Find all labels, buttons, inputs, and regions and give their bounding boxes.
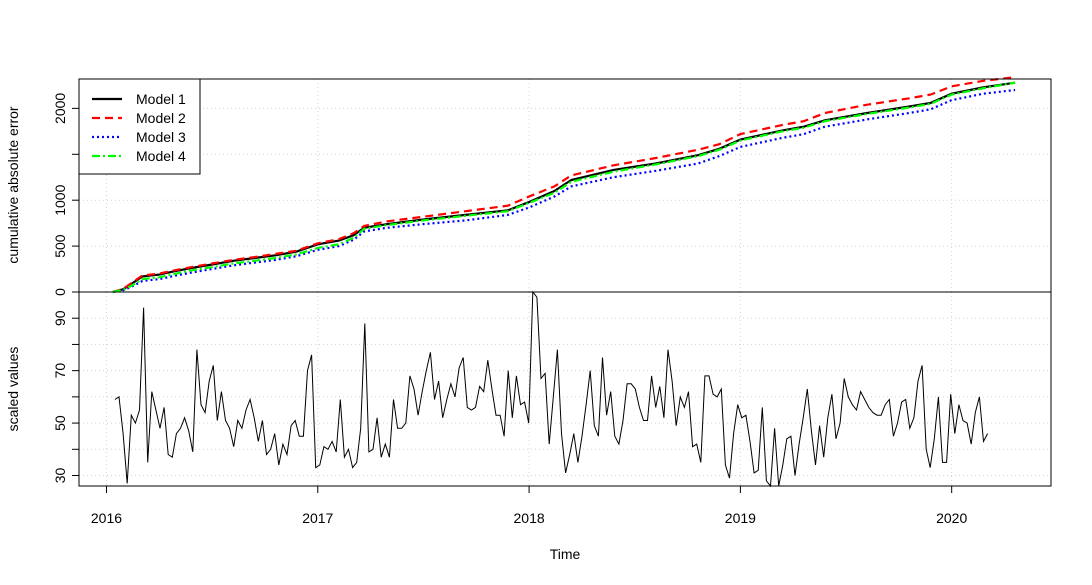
bottom-panel-y-axis: 30 50 70 90 xyxy=(52,310,79,483)
top-y-tick-label: 2000 xyxy=(52,93,68,124)
top-panel: 0 500 1000 2000 cumulative absolute error M… xyxy=(5,76,1052,296)
top-panel-y-axis: 0 500 1000 2000 xyxy=(52,93,79,296)
bottom-y-tick-label: 30 xyxy=(52,468,68,484)
series-line-model-3 xyxy=(112,88,1016,294)
legend-label-model-1: Model 1 xyxy=(136,91,186,107)
bottom-y-tick-label: 50 xyxy=(52,415,68,431)
series-line-model-4 xyxy=(112,81,1016,294)
x-axis-label: Time xyxy=(550,546,581,562)
legend-label-model-4: Model 4 xyxy=(136,148,186,164)
scaled-values-line xyxy=(114,290,989,488)
top-y-tick-label: 500 xyxy=(52,234,68,258)
x-tick-label: 2018 xyxy=(514,510,545,526)
top-y-tick-label: 0 xyxy=(52,288,68,296)
bottom-panel-grid xyxy=(79,292,1051,486)
top-panel-y-axis-label: cumulative absolute error xyxy=(5,106,21,264)
series-line-model-2 xyxy=(112,76,1016,294)
bottom-y-tick-label: 90 xyxy=(52,310,68,326)
top-panel-series xyxy=(112,76,1016,294)
x-tick-label: 2016 xyxy=(91,510,122,526)
bottom-y-tick-label: 70 xyxy=(52,363,68,379)
x-tick-label: 2019 xyxy=(725,510,756,526)
legend-label-model-3: Model 3 xyxy=(136,129,186,145)
x-tick-label: 2020 xyxy=(936,510,967,526)
bottom-panel-y-axis-label: scaled values xyxy=(5,347,21,432)
legend: Model 1 Model 2 Model 3 Model 4 xyxy=(78,78,201,175)
top-y-tick-label: 1000 xyxy=(52,184,68,215)
x-tick-label: 2017 xyxy=(302,510,333,526)
legend-label-model-2: Model 2 xyxy=(136,110,186,126)
bottom-panel-series xyxy=(114,290,989,488)
legend-box xyxy=(78,78,201,175)
bottom-panel-frame xyxy=(78,291,1052,487)
x-axis: 2016 2017 2018 2019 2020 xyxy=(91,485,967,526)
